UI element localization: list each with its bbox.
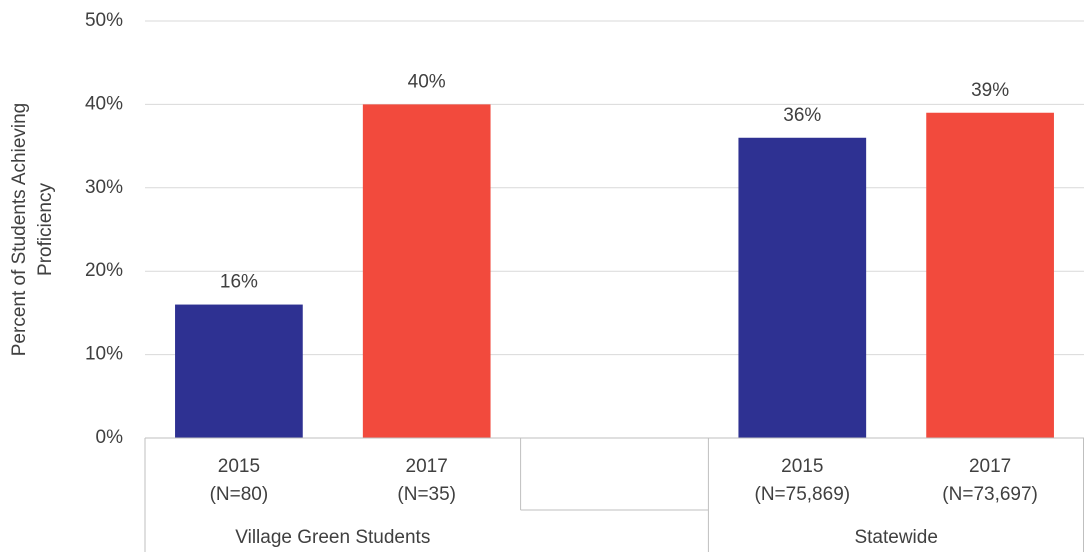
group-label: Village Green Students xyxy=(235,527,430,548)
x-tick-note: (N=35) xyxy=(397,484,456,505)
bar xyxy=(738,137,867,438)
y-tick-label: 0% xyxy=(96,427,124,448)
y-tick-label: 40% xyxy=(85,93,123,114)
x-tick-note: (N=75,869) xyxy=(755,484,851,505)
value-label: 40% xyxy=(408,71,446,92)
value-label: 36% xyxy=(783,105,821,126)
x-tick-note: (N=73,697) xyxy=(942,484,1038,505)
group-label: Statewide xyxy=(854,527,937,548)
y-axis-label: Proficiency xyxy=(35,183,56,276)
bar xyxy=(926,112,1054,439)
x-tick-note: (N=80) xyxy=(210,484,269,505)
value-label: 39% xyxy=(971,80,1009,101)
y-tick-label: 50% xyxy=(85,10,123,31)
x-tick-label: 2017 xyxy=(406,456,448,477)
y-tick-label: 10% xyxy=(85,344,123,365)
value-label: 16% xyxy=(220,272,258,293)
y-axis-label: Percent of Students Achieving xyxy=(9,103,30,357)
x-tick-label: 2015 xyxy=(218,456,260,477)
x-tick-label: 2015 xyxy=(781,456,823,477)
y-tick-label: 20% xyxy=(85,260,123,281)
x-tick-label: 2017 xyxy=(969,456,1011,477)
bar xyxy=(362,104,491,439)
y-tick-label: 30% xyxy=(85,177,123,198)
bar xyxy=(175,304,303,438)
